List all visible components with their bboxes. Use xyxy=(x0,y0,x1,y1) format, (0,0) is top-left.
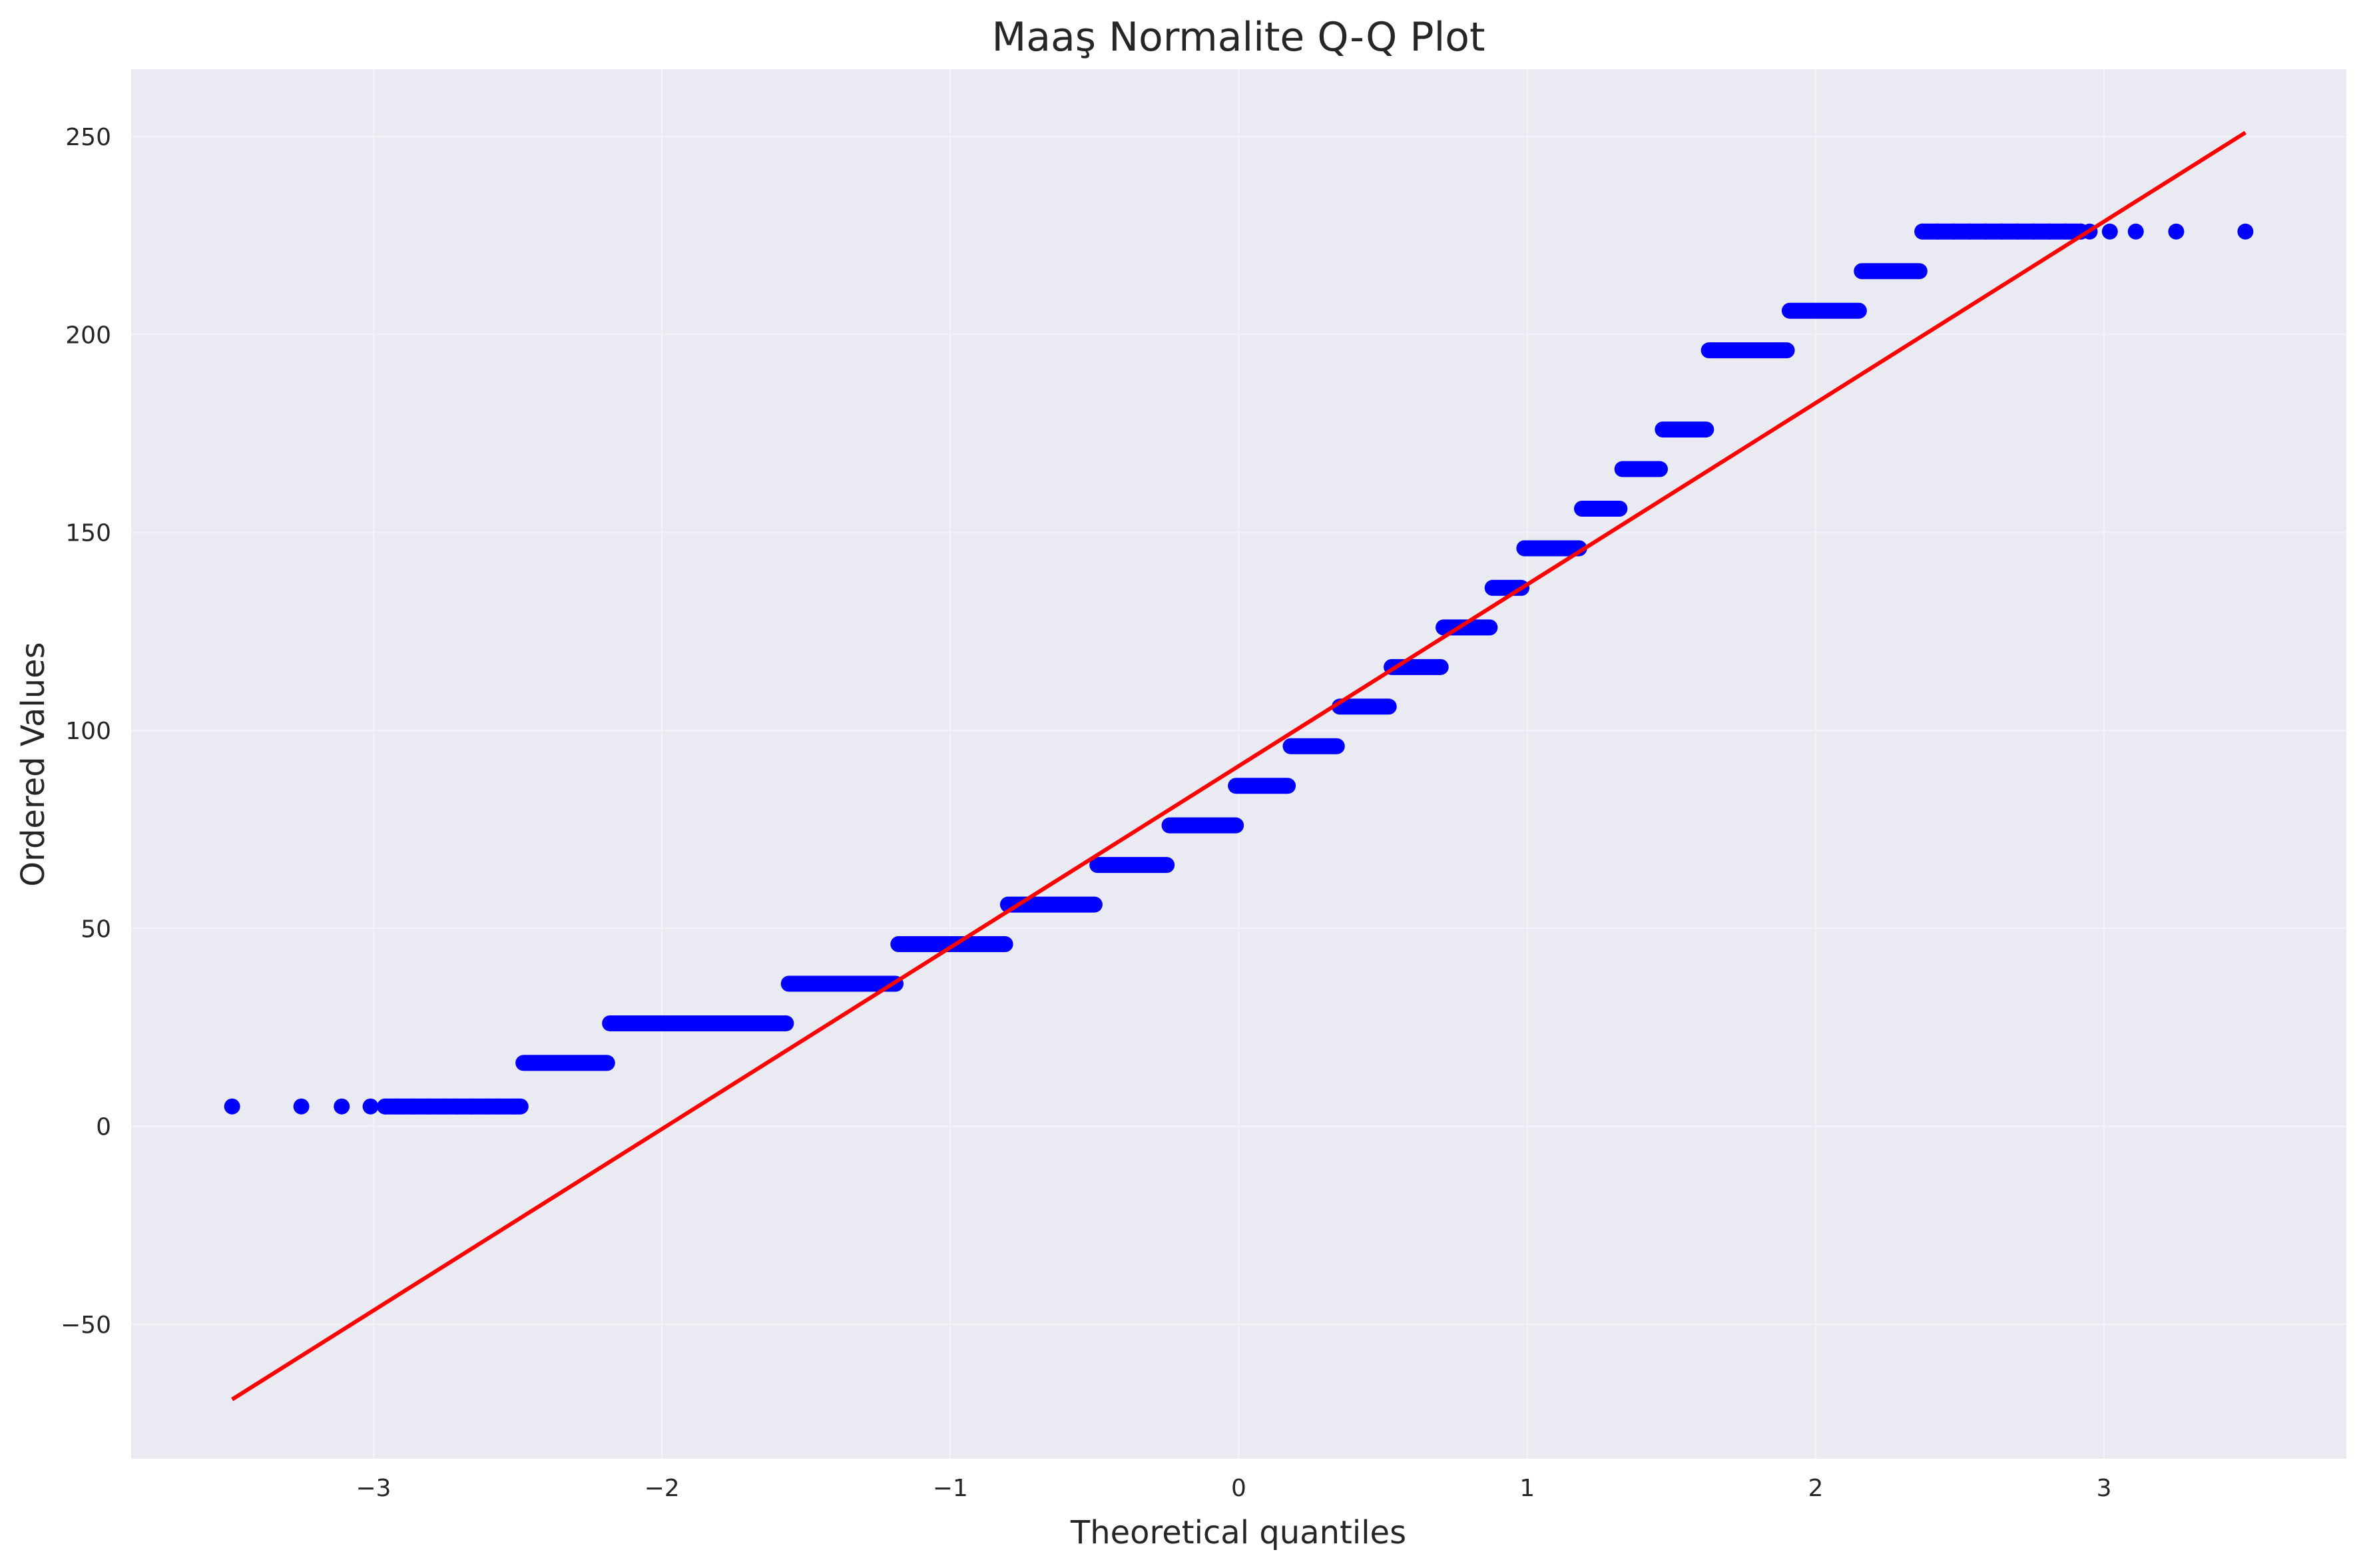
data-point xyxy=(1930,223,1947,240)
data-point xyxy=(334,1098,350,1115)
data-point xyxy=(492,1098,509,1115)
x-axis-label: Theoretical quantiles xyxy=(1070,1514,1406,1551)
y-tick-label: 250 xyxy=(65,124,111,151)
data-point xyxy=(477,1098,494,1115)
y-tick-label: 50 xyxy=(81,915,111,943)
x-tick-label: −3 xyxy=(356,1475,391,1502)
y-tick-label: 0 xyxy=(96,1114,111,1141)
data-point xyxy=(2009,223,2026,240)
data-point xyxy=(1946,223,1962,240)
data-point xyxy=(391,1098,407,1115)
chart-title: Maaş Normalite Q-Q Plot xyxy=(991,14,1485,61)
data-point xyxy=(2127,223,2144,240)
data-point xyxy=(1993,223,2010,240)
x-tick-label: 3 xyxy=(2097,1475,2112,1502)
data-point xyxy=(2057,223,2073,240)
x-tick-labels: −3 −2 −1 0 1 2 3 xyxy=(356,1475,2111,1502)
fit-line-layer xyxy=(231,131,2246,1402)
data-points xyxy=(224,223,2254,1115)
x-tick-label: −1 xyxy=(933,1475,968,1502)
y-axis-label: Ordered Values xyxy=(15,642,52,886)
x-tick-label: 1 xyxy=(1519,1475,1535,1502)
x-tick-label: −2 xyxy=(645,1475,680,1502)
data-point xyxy=(362,1098,379,1115)
data-point xyxy=(1914,223,1931,240)
data-point xyxy=(463,1098,480,1115)
data-point xyxy=(2101,223,2118,240)
x-tick-label: 0 xyxy=(1231,1475,1246,1502)
data-point xyxy=(2237,223,2254,240)
x-tick-label: 2 xyxy=(1808,1475,1823,1502)
data-point xyxy=(2041,223,2057,240)
y-tick-label: 100 xyxy=(65,718,111,745)
y-tick-label: 200 xyxy=(65,322,111,349)
data-point xyxy=(420,1098,437,1115)
y-tick-labels: −50 0 50 100 150 200 250 xyxy=(61,124,111,1339)
y-tick-label: 150 xyxy=(65,520,111,547)
y-tick-label: −50 xyxy=(61,1312,111,1339)
data-point xyxy=(1962,223,1978,240)
data-point xyxy=(405,1098,422,1115)
data-point xyxy=(449,1098,465,1115)
data-point xyxy=(377,1098,394,1115)
grid-lines xyxy=(131,69,2346,1459)
data-point xyxy=(2168,223,2185,240)
data-point xyxy=(434,1098,451,1115)
data-point xyxy=(2025,223,2041,240)
fit-line xyxy=(231,131,2246,1402)
data-point xyxy=(224,1098,240,1115)
data-point xyxy=(1977,223,1994,240)
data-point xyxy=(507,1098,523,1115)
data-point xyxy=(293,1098,310,1115)
